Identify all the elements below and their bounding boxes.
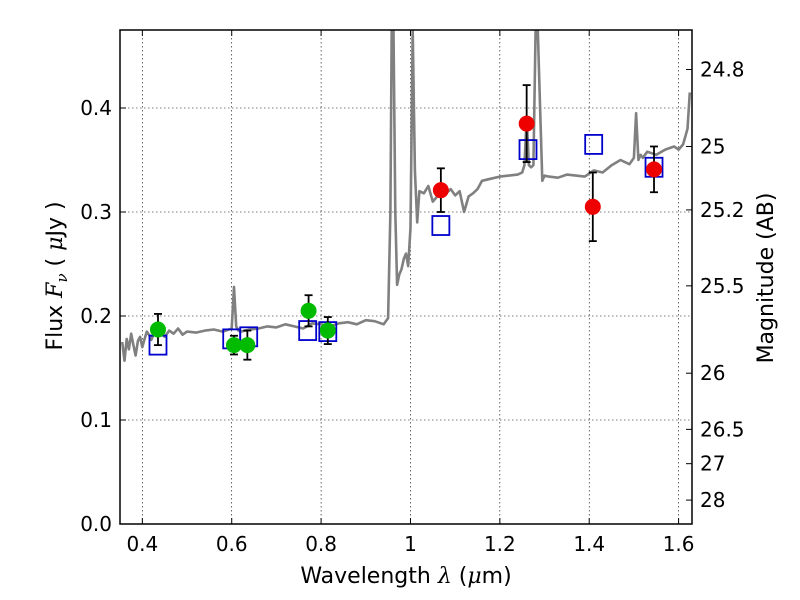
model-point [431, 215, 451, 236]
x-tick-label: 0.8 [305, 532, 337, 556]
model-point [518, 139, 538, 161]
y2-tick-label: 24.8 [700, 58, 745, 82]
x-tick-label: 1.2 [484, 532, 516, 556]
y2-tick-label: 26 [700, 361, 725, 385]
y-axis-label-jy: Jy ) [43, 201, 68, 238]
axis-ticks: 0.4 0.6 0.8 1 1.2 1.4 1.6 0.0 0.1 0.2 0.3 0.4 24.8 25… [80, 30, 745, 556]
green-photometry-point [225, 337, 242, 354]
y2-tick-label: 26.5 [700, 417, 745, 441]
y2-tick-label: 25 [700, 134, 725, 158]
x-axis-label: Wavelength λ (μm) [300, 564, 511, 589]
y2-tick-label: 25.2 [700, 198, 745, 222]
x-tick-label: 0.4 [126, 532, 158, 556]
model-point [584, 133, 604, 155]
green-photometry-point [319, 322, 336, 339]
green-photometry-point [300, 302, 317, 319]
grid-lines [120, 30, 692, 525]
x-axis-label-m: m) [482, 564, 512, 589]
photometry-points [148, 84, 664, 361]
y2-tick-label: 27 [700, 452, 725, 476]
y-tick-label: 0.1 [80, 408, 112, 432]
x-tick-label: 0.6 [216, 532, 248, 556]
y2-tick-label: 25.5 [700, 274, 745, 298]
red-photometry-point [646, 161, 663, 178]
red-photometry-point [584, 198, 601, 215]
y-axis-label-nu: ν [53, 273, 71, 282]
y-tick-label: 0.0 [80, 512, 112, 536]
y-axis-label-word: Flux [43, 298, 68, 351]
y-tick-label: 0.2 [80, 304, 112, 328]
red-photometry-point [432, 182, 449, 199]
x-axis-label-lambda: λ [437, 564, 452, 589]
x-axis-label-word: Wavelength [300, 564, 438, 589]
red-photometry-point [518, 115, 535, 132]
y-axis-label: Flux Fν ( μJy ) [43, 201, 71, 350]
spectrum-line [120, 30, 692, 363]
x-tick-label: 1.6 [663, 532, 695, 556]
y2-tick-label: 28 [700, 488, 725, 512]
y-axis-label-mu: μ [43, 237, 68, 251]
x-axis-label-mu: μ [467, 564, 481, 589]
y-tick-label: 0.4 [80, 96, 112, 120]
plot-frame [119, 29, 693, 525]
green-photometry-point [149, 321, 166, 338]
y-axis-label-open: ( [43, 251, 68, 274]
x-axis-label-unit: ( [452, 564, 468, 589]
y-axis-label-F: F [43, 282, 68, 299]
x-tick-label: 1 [404, 532, 417, 556]
x-tick-label: 1.4 [573, 532, 605, 556]
y-tick-label: 0.3 [80, 200, 112, 224]
spectrum-series [120, 30, 692, 363]
y2-axis-label: Magnitude (AB) [754, 193, 779, 364]
green-photometry-point [239, 337, 256, 354]
